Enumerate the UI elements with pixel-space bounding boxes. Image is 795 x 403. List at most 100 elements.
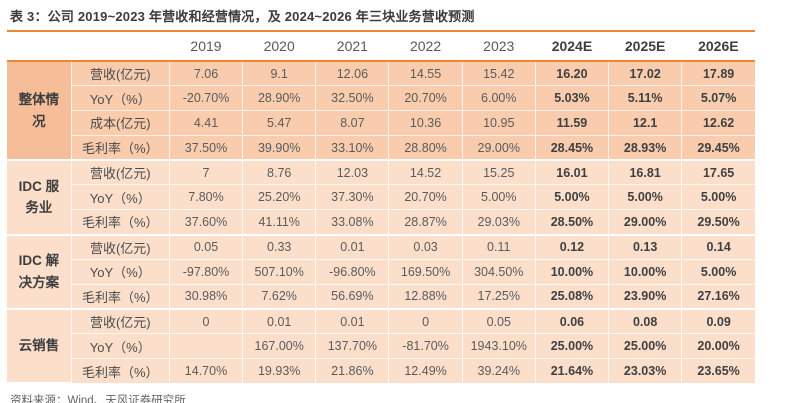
table-row: YoY（%） 7.80% 25.20% 37.30% 20.70% 5.00% 5.00% 5…: [7, 184, 755, 210]
table-cell: 14.70%: [169, 358, 244, 384]
row-label: 毛利率（%）: [71, 358, 170, 384]
table-cell: -20.70%: [169, 85, 244, 111]
table-cell: 30.98%: [169, 283, 244, 309]
table-cell: 28.87%: [388, 209, 463, 235]
table-cell: 0.01: [315, 307, 390, 334]
table-row: 毛利率（%） 14.70% 19.93% 21.86% 12.49% 39.24% 21.6…: [7, 358, 755, 384]
table-cell: 12.06: [315, 61, 390, 86]
table-cell: 56.69%: [315, 283, 390, 309]
table-cell: 8.07: [315, 110, 390, 136]
table-cell: 7.62%: [242, 283, 317, 309]
table-cell: 11.59: [535, 110, 610, 136]
table-cell: 29.03%: [462, 209, 536, 235]
table-cell: 304.50%: [462, 258, 536, 285]
table-cell: 0.11: [462, 233, 536, 260]
table-cell: 25.00%: [608, 333, 683, 359]
table-row: YoY（%） -97.80% 507.10% -96.80% 169.50% 304.50…: [7, 258, 755, 285]
table-cell: 20.00%: [681, 333, 755, 359]
table-cell: 0: [388, 307, 463, 334]
table-cell: 21.64%: [535, 358, 610, 384]
table-cell: 12.62: [681, 110, 755, 136]
table-cell: 41.11%: [242, 209, 317, 235]
table-cell: 33.08%: [315, 209, 390, 235]
table-cell: 14.55: [388, 61, 463, 86]
table-cell: 21.86%: [315, 358, 390, 384]
table-cell: 1943.10%: [462, 333, 536, 359]
section-label: IDC 服务业: [7, 159, 72, 236]
table-cell: 10.00%: [535, 258, 610, 285]
table-cell: -96.80%: [315, 258, 390, 285]
table-cell: 0.05: [462, 307, 536, 334]
table-cell: 0.05: [169, 233, 244, 260]
table-cell: 23.03%: [608, 358, 683, 384]
table-cell: 169.50%: [388, 258, 463, 285]
table-cell: 167.00%: [242, 333, 317, 359]
table-cell: 5.00%: [681, 184, 755, 210]
table-cell: 0.09: [681, 307, 755, 334]
table-cell: 137.70%: [315, 333, 390, 359]
table-row: 整体情况 营收(亿元) 7.06 9.1 12.06 14.55 15.42 16.20 17.…: [7, 61, 755, 162]
table-cell: 29.00%: [608, 209, 683, 235]
table-cell: 39.90%: [242, 134, 317, 161]
table-cell: 16.20: [535, 61, 610, 86]
table-cell: 37.30%: [315, 184, 390, 210]
table-body: 整体情况 营收(亿元) 7.06 9.1 12.06 14.55 15.42 16.20 17.…: [7, 61, 755, 385]
row-label: 成本(亿元): [71, 110, 170, 136]
table-cell: 12.88%: [388, 283, 463, 309]
table-cell: 12.03: [315, 159, 390, 185]
table-row: 成本(亿元) 4.41 5.47 8.07 10.36 10.95 11.59 12.1 12.…: [7, 110, 755, 136]
table-cell: 0.01: [242, 307, 317, 334]
table-cell: 0.03: [388, 233, 463, 260]
year-header: 2025E: [608, 30, 682, 62]
table-row: 云销售 营收(亿元) 0 0.01 0.01 0 0.05 0.06 0.08 0.09: [7, 307, 755, 385]
table-cell: 17.25%: [462, 283, 536, 309]
table-cell: 29.00%: [462, 134, 536, 161]
table-cell: 28.50%: [535, 209, 610, 235]
table-cell: 12.49%: [388, 358, 463, 384]
table-cell: 4.41: [169, 110, 244, 136]
table-row: 毛利率（%） 37.50% 39.90% 33.10% 28.80% 29.00% 28.4…: [7, 134, 755, 161]
year-header: 2026E: [681, 30, 755, 62]
row-label: 营收(亿元): [71, 159, 170, 185]
table-cell: 0.01: [315, 233, 390, 260]
table-row: IDC 解决方案 营收(亿元) 0.05 0.33 0.01 0.03 0.11 0.12 0.…: [7, 233, 755, 310]
source-note: 资料来源：Wind、天风证券研究所: [10, 395, 186, 403]
table-cell: [169, 333, 244, 359]
row-label: YoY（%）: [71, 258, 170, 285]
table-cell: 15.42: [462, 61, 536, 86]
table-cell: 8.76: [242, 159, 317, 185]
row-label: 毛利率（%）: [71, 134, 170, 161]
table-cell: 9.1: [242, 61, 317, 86]
table-row: 毛利率（%） 30.98% 7.62% 56.69% 12.88% 17.25% 25.08…: [7, 283, 755, 309]
table-cell: 37.50%: [169, 134, 244, 161]
table-cell: 23.90%: [608, 283, 683, 309]
row-label: YoY（%）: [71, 85, 170, 111]
table-cell: 29.45%: [681, 134, 755, 161]
table-cell: 28.80%: [388, 134, 463, 161]
table-cell: 507.10%: [242, 258, 317, 285]
year-header-row: 2019 2020 2021 2022 2023 2024E 2025E 2026E: [7, 30, 755, 62]
table-cell: 25.20%: [242, 184, 317, 210]
table-cell: 5.11%: [608, 85, 683, 111]
table-cell: 0: [169, 307, 244, 334]
table-row: YoY（%） 167.00% 137.70% -81.70% 1943.10% 25.00…: [7, 333, 755, 359]
table-cell: 12.1: [608, 110, 683, 136]
table-cell: -97.80%: [169, 258, 244, 285]
table-cell: 33.10%: [315, 134, 390, 161]
table-cell: 5.00%: [462, 184, 536, 210]
row-label: 营收(亿元): [71, 307, 170, 334]
row-label: YoY（%）: [71, 184, 170, 210]
table-cell: 7.80%: [169, 184, 244, 210]
table-cell: 29.50%: [681, 209, 755, 235]
table-cell: 14.52: [388, 159, 463, 185]
year-header: 2022: [388, 30, 463, 62]
year-header: 2019: [169, 30, 243, 62]
table-cell: 7: [169, 159, 244, 185]
table-cell: 5.00%: [681, 258, 755, 285]
table-cell: 0.13: [608, 233, 683, 260]
header-spacer: [7, 30, 72, 62]
year-header: 2020: [242, 30, 316, 62]
row-label: 毛利率（%）: [71, 209, 170, 235]
table-cell: -81.70%: [388, 333, 463, 359]
